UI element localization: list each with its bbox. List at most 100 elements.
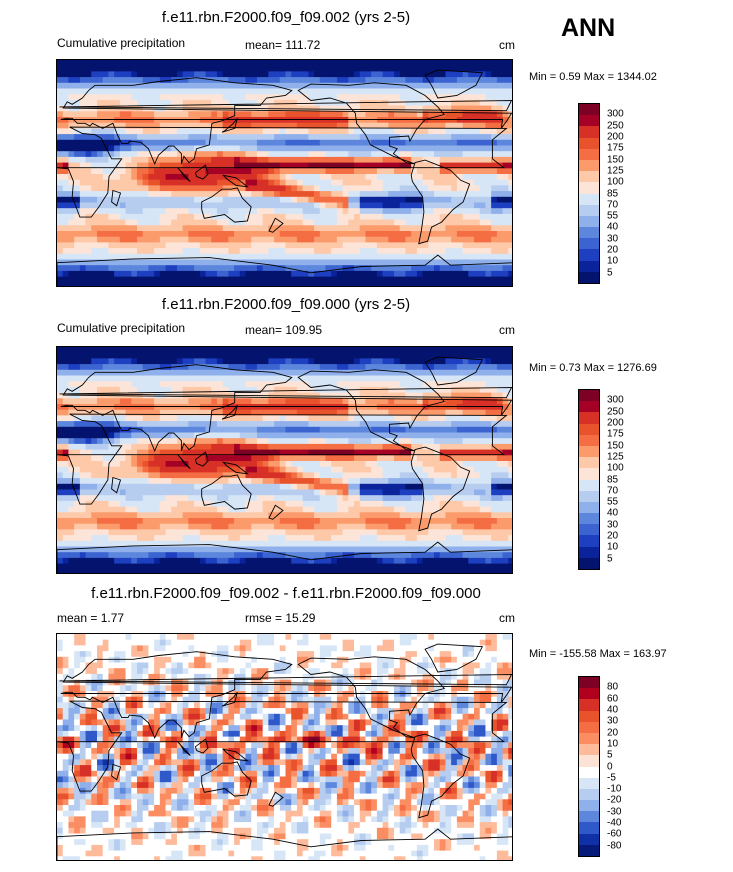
map-grid-cell: [96, 253, 104, 261]
map-grid-cell: [171, 236, 178, 243]
map-grid-cell: [74, 352, 81, 359]
map-grid-cell: [428, 270, 435, 278]
map-grid-cell: [285, 94, 292, 101]
map-grid-cell: [91, 461, 98, 468]
map-grid-cell: [348, 421, 355, 428]
map-grid-cell: [508, 443, 512, 451]
map-grid-cell: [274, 191, 281, 198]
map-grid-cell: [422, 174, 429, 181]
map-grid-cell: [479, 386, 487, 394]
map-grid-cell: [268, 282, 275, 286]
map-grid-cell: [57, 421, 64, 428]
map-grid-cell: [176, 225, 184, 232]
map-grid-cell: [359, 409, 367, 416]
map-grid-cell: [119, 352, 127, 359]
map-grid-cell: [354, 128, 361, 135]
map-grid-cell: [331, 208, 338, 215]
map-grid-cell: [119, 358, 127, 365]
map-grid-cell: [314, 94, 321, 101]
map-grid-cell: [199, 60, 207, 67]
map-grid-cell: [331, 432, 338, 439]
map-grid-cell: [474, 352, 481, 359]
map-grid-cell: [62, 415, 70, 422]
map-grid-cell: [479, 364, 487, 371]
map-grid-cell: [154, 162, 161, 169]
map-grid-cell: [365, 242, 372, 249]
map-grid-cell: [176, 386, 184, 394]
map-grid-cell: [502, 375, 509, 382]
map-grid-cell: [354, 404, 361, 411]
map-grid-cell: [199, 242, 207, 249]
map-grid-cell: [382, 225, 389, 232]
map-grid-cell: [228, 71, 235, 78]
map-grid-cell: [131, 128, 138, 135]
map-grid-cell: [194, 236, 201, 243]
map-grid-cell: [491, 122, 498, 129]
map-grid-cell: [194, 466, 201, 473]
map-grid-cell: [502, 409, 509, 416]
map-grid-cell: [319, 398, 327, 405]
map-grid-cell: [342, 259, 349, 266]
map-grid-cell: [74, 398, 81, 405]
map-grid-cell: [348, 259, 355, 266]
map-grid-cell: [496, 404, 504, 411]
map-grid-cell: [468, 358, 475, 365]
map-grid-cell: [456, 236, 464, 243]
map-grid-cell: [502, 276, 509, 283]
map-grid-cell: [445, 202, 452, 209]
map-grid-cell: [148, 421, 155, 428]
map-grid-cell: [445, 88, 452, 95]
map-grid-cell: [228, 219, 235, 226]
map-grid-cell: [108, 111, 115, 118]
map-grid-cell: [359, 426, 367, 434]
map-grid-cell: [365, 449, 372, 456]
map-grid-cell: [279, 202, 287, 209]
map-grid-cell: [256, 168, 264, 175]
map-grid-cell: [131, 151, 138, 158]
map-grid-cell: [62, 99, 70, 107]
map-grid-cell: [388, 461, 395, 468]
map-grid-cell: [234, 398, 241, 405]
map-grid-cell: [508, 455, 512, 462]
colorbar-swatch: [579, 126, 599, 138]
map-grid-cell: [296, 219, 304, 226]
map-grid-cell: [376, 347, 384, 354]
map-grid-cell: [182, 145, 189, 152]
map-grid-cell: [468, 65, 475, 72]
map-grid-cell: [182, 242, 189, 249]
map-grid-cell: [434, 99, 441, 107]
map-grid-cell: [108, 179, 115, 186]
map-grid-cell: [302, 242, 309, 249]
map-grid-cell: [176, 461, 184, 468]
map-grid-cell: [239, 421, 247, 428]
map-grid-cell: [148, 88, 155, 95]
map-grid-cell: [228, 352, 235, 359]
map-grid-cell: [388, 248, 395, 255]
map-grid-cell: [114, 151, 121, 158]
map-grid-cell: [62, 105, 70, 112]
map-grid-cell: [371, 392, 378, 399]
map-grid-cell: [176, 99, 184, 107]
map-grid-cell: [262, 248, 269, 255]
map-grid-cell: [365, 117, 372, 124]
coastline: [111, 189, 122, 207]
map-grid-cell: [508, 347, 512, 354]
map-grid-cell: [85, 438, 92, 445]
map-grid-cell: [285, 364, 292, 371]
map-grid-cell: [96, 94, 104, 101]
map-grid-cell: [405, 225, 412, 232]
map-grid-cell: [348, 156, 355, 164]
map-grid-cell: [114, 369, 121, 377]
map-grid-cell: [74, 122, 81, 129]
map-grid-cell: [348, 466, 355, 473]
map-grid-cell: [336, 375, 344, 382]
map-grid-cell: [96, 71, 104, 78]
map-grid-cell: [399, 231, 407, 238]
map-grid-cell: [405, 82, 412, 90]
map-grid-cell: [331, 162, 338, 169]
map-grid-cell: [439, 248, 447, 255]
map-grid-cell: [154, 276, 161, 283]
map-grid-cell: [125, 208, 132, 215]
map-grid-cell: [239, 82, 247, 90]
map-grid-cell: [274, 77, 281, 84]
